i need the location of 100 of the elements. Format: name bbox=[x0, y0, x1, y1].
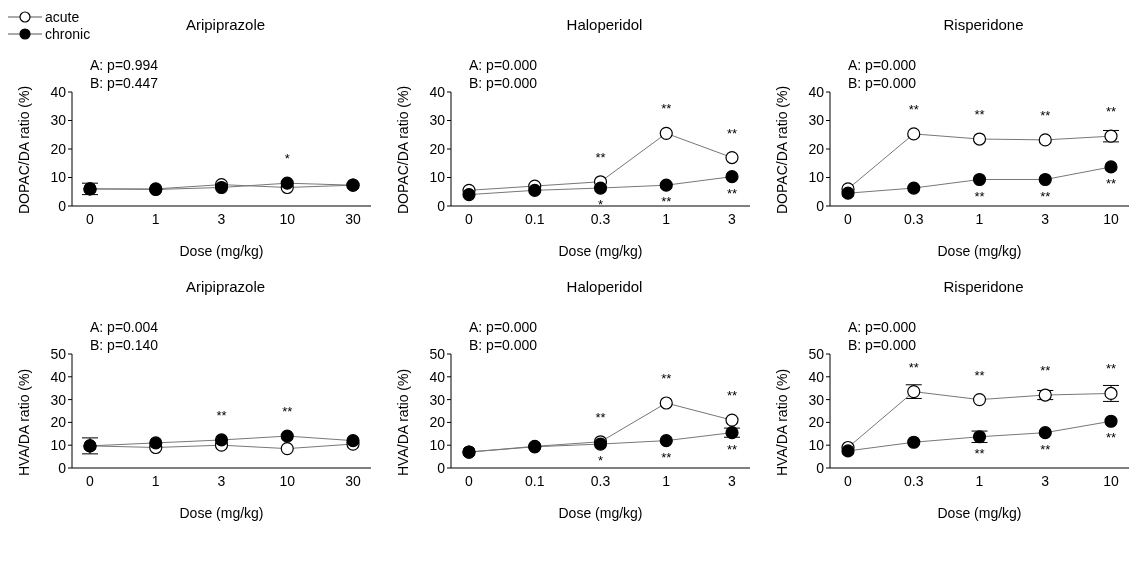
x-tick-label: 3 bbox=[728, 210, 737, 227]
x-tick-label: 3 bbox=[217, 472, 226, 489]
y-tick-label: 10 bbox=[808, 437, 825, 454]
x-tick-label: 10 bbox=[279, 472, 296, 489]
x-tick-label: 3 bbox=[728, 472, 737, 489]
y-tick-label: 0 bbox=[816, 197, 825, 214]
x-tick-label: 30 bbox=[345, 472, 361, 489]
y-axis-title: HVA/DA ratio (%) bbox=[773, 368, 790, 476]
text: A: p=0.000 bbox=[469, 56, 538, 74]
y-tick-label: 40 bbox=[808, 83, 825, 100]
annotation: ** bbox=[661, 371, 672, 387]
x-tick-label: 0 bbox=[844, 210, 853, 227]
x-axis-title: Dose (mg/kg) bbox=[558, 504, 643, 521]
x-tick-label: 3 bbox=[1041, 472, 1050, 489]
x-axis-title: Dose (mg/kg) bbox=[179, 242, 264, 259]
x-tick-label: 1 bbox=[662, 210, 671, 227]
y-axis-title: DOPAC/DA ratio (%) bbox=[394, 85, 411, 214]
y-tick-label: 40 bbox=[50, 368, 67, 385]
y-tick-label: 10 bbox=[50, 437, 67, 454]
y-tick-label: 30 bbox=[429, 391, 446, 408]
y-tick-label: 20 bbox=[429, 414, 446, 431]
y-tick-label: 0 bbox=[437, 459, 446, 476]
x-tick-label: 30 bbox=[345, 210, 361, 227]
annotation: ** bbox=[974, 445, 985, 461]
text: B: p=0.000 bbox=[848, 74, 917, 92]
x-tick-label: 1 bbox=[975, 210, 984, 227]
annotation: ** bbox=[1040, 188, 1051, 204]
y-tick-label: 30 bbox=[808, 391, 825, 408]
x-tick-label: 10 bbox=[1103, 472, 1119, 489]
annotation: ** bbox=[1105, 176, 1117, 192]
chart-title: Risperidone bbox=[942, 16, 1025, 33]
annotation: ** bbox=[974, 188, 985, 204]
annotation: ** bbox=[216, 407, 227, 423]
x-axis-title: Dose (mg/kg) bbox=[937, 242, 1022, 259]
y-tick-label: 40 bbox=[429, 368, 446, 385]
y-axis-title: HVA/DA ratio (%) bbox=[15, 368, 32, 476]
chart-title: Risperidone bbox=[942, 278, 1025, 295]
x-tick-label: 0 bbox=[465, 472, 474, 489]
annotation: * bbox=[597, 197, 604, 213]
text: B: p=0.447 bbox=[90, 74, 159, 92]
chart-title: Haloperidol bbox=[565, 278, 644, 295]
annotation: ** bbox=[1105, 430, 1117, 446]
x-tick-label: 0 bbox=[86, 210, 95, 227]
y-tick-label: 10 bbox=[808, 169, 825, 186]
legend-label: chronic bbox=[45, 25, 91, 42]
text: A: p=0.004 bbox=[90, 318, 159, 336]
y-tick-label: 0 bbox=[816, 459, 825, 476]
y-tick-label: 20 bbox=[808, 414, 825, 431]
text: B: p=0.000 bbox=[848, 336, 917, 354]
y-tick-label: 50 bbox=[808, 345, 825, 362]
x-tick-label: 0.3 bbox=[904, 210, 924, 227]
annotation: ** bbox=[595, 149, 606, 165]
y-tick-label: 0 bbox=[58, 459, 67, 476]
x-tick-label: 0.1 bbox=[525, 210, 545, 227]
x-axis-title: Dose (mg/kg) bbox=[937, 504, 1022, 521]
y-tick-label: 40 bbox=[429, 83, 446, 100]
annotation: ** bbox=[1040, 363, 1051, 379]
y-tick-label: 0 bbox=[58, 197, 67, 214]
y-tick-label: 10 bbox=[50, 169, 67, 186]
x-tick-label: 1 bbox=[975, 472, 984, 489]
y-tick-label: 20 bbox=[429, 140, 446, 157]
annotation: ** bbox=[282, 404, 293, 420]
annotation: ** bbox=[661, 101, 672, 117]
y-tick-label: 20 bbox=[808, 140, 825, 157]
x-tick-label: 0.3 bbox=[904, 472, 924, 489]
y-tick-label: 30 bbox=[808, 112, 825, 129]
y-tick-label: 10 bbox=[429, 169, 446, 186]
x-tick-label: 0 bbox=[86, 472, 95, 489]
x-tick-label: 3 bbox=[217, 210, 226, 227]
y-tick-label: 30 bbox=[50, 391, 67, 408]
chart-title: Aripiprazole bbox=[184, 278, 267, 295]
text: A: p=0.000 bbox=[848, 56, 917, 74]
text: B: p=0.140 bbox=[90, 336, 159, 354]
y-axis-title: HVA/DA ratio (%) bbox=[394, 368, 411, 476]
y-tick-label: 10 bbox=[429, 437, 446, 454]
chart-title: Haloperidol bbox=[565, 16, 644, 33]
y-tick-label: 50 bbox=[429, 345, 446, 362]
annotation: ** bbox=[1040, 107, 1051, 123]
x-tick-label: 10 bbox=[1103, 210, 1119, 227]
y-tick-label: 20 bbox=[50, 414, 67, 431]
annotation: ** bbox=[974, 107, 985, 123]
y-tick-label: 50 bbox=[50, 345, 67, 362]
annotation: ** bbox=[1040, 441, 1051, 457]
y-axis-title: DOPAC/DA ratio (%) bbox=[773, 85, 790, 214]
annotation: * bbox=[284, 151, 290, 167]
x-tick-label: 0.3 bbox=[590, 472, 611, 489]
annotation: ** bbox=[1105, 361, 1117, 377]
annotation: ** bbox=[661, 449, 672, 465]
y-axis-title: DOPAC/DA ratio (%) bbox=[15, 85, 32, 214]
x-axis-title: Dose (mg/kg) bbox=[558, 242, 643, 259]
annotation: ** bbox=[726, 185, 738, 201]
x-tick-label: 3 bbox=[1041, 210, 1050, 227]
x-tick-label: 0 bbox=[844, 472, 853, 489]
annotation: * bbox=[597, 453, 604, 469]
x-axis-title: Dose (mg/kg) bbox=[179, 504, 264, 521]
y-tick-label: 40 bbox=[808, 368, 825, 385]
x-tick-label: 0.3 bbox=[590, 210, 611, 227]
y-tick-label: 0 bbox=[437, 197, 446, 214]
y-tick-label: 40 bbox=[50, 83, 67, 100]
x-tick-label: 0 bbox=[465, 210, 474, 227]
